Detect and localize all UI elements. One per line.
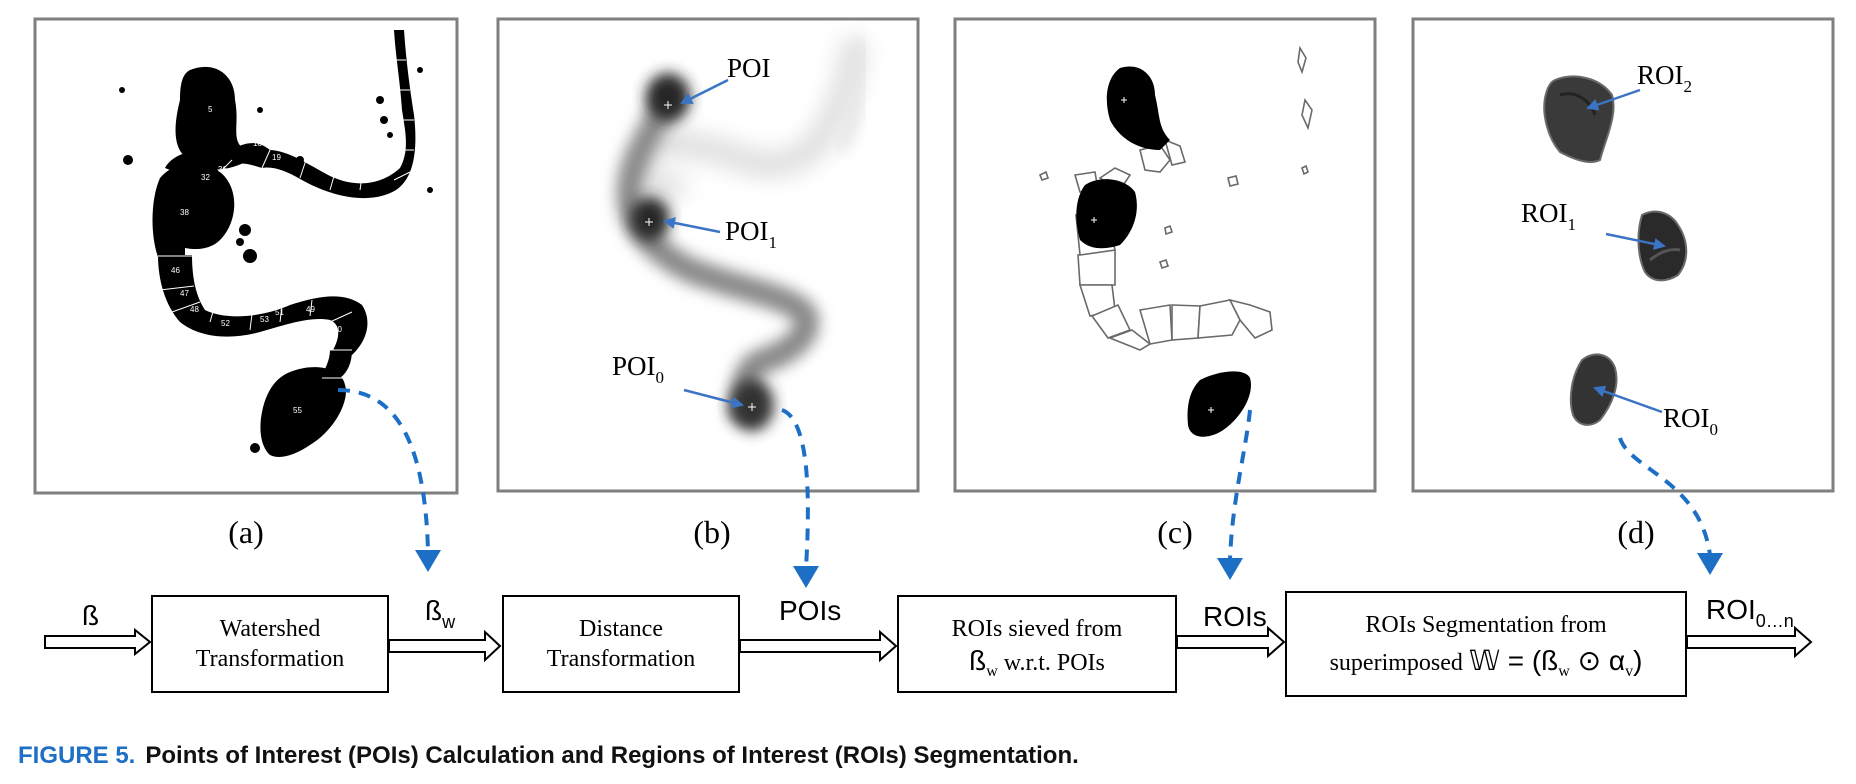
pipeline-flow: ß Watershed Transformation ßw Distance T… (44, 591, 1813, 697)
panel-d-frame (1411, 17, 1835, 493)
watershed-box-line2: Transformation (196, 646, 344, 672)
segmentation-box-line2: superimposed 𝕎 = (ßw ⊙ αv) (1330, 645, 1643, 680)
poi0-pointer-arrow (683, 388, 744, 409)
dashed-arrow-d-head (1697, 553, 1723, 575)
roi0-pointer-arrow (1593, 385, 1663, 414)
poi-label: POI (727, 53, 771, 83)
segmentation-box (1285, 591, 1687, 697)
panel-b: POI POI1 POI0 (b) (496, 17, 920, 550)
watershed-box (151, 595, 389, 693)
segment-number: 51 (275, 308, 284, 317)
figure-caption: FIGURE 5. Points of Interest (POIs) Calcu… (18, 742, 1079, 769)
watershed-segmentation-image: 5 32 36 18 19 38 46 47 48 52 53 51 49 50… (119, 30, 433, 457)
segment-number: 48 (190, 305, 199, 314)
caption: FIGURE 5. Points of Interest (POIs) Calcu… (18, 742, 1079, 769)
roi1-pointer-arrow (1605, 232, 1666, 250)
segment-number: 47 (180, 289, 189, 298)
segment-number: 46 (171, 266, 180, 275)
watershed-box-line1: Watershed (220, 616, 321, 642)
output-label: ROI0…n (1706, 594, 1794, 631)
rois-label: ROIs (1203, 601, 1267, 632)
distance-transform-image (614, 38, 866, 431)
dashed-arrow-c-head (1217, 558, 1243, 580)
segment-number: 38 (180, 208, 189, 217)
segment-number: 53 (260, 315, 269, 324)
sieve-box-line2: ßw w.r.t. POIs (969, 645, 1105, 680)
output-arrow (1686, 625, 1813, 659)
distance-box-line1: Distance (579, 616, 663, 642)
panel-a: 5 32 36 18 19 38 46 47 48 52 53 51 49 50… (33, 17, 459, 550)
caption-text: Points of Interest (POIs) Calculation an… (145, 742, 1078, 769)
sieved-rois-image (1038, 45, 1313, 437)
sieve-box (897, 595, 1177, 693)
panel-a-label: (a) (228, 514, 264, 550)
segment-number: 55 (293, 406, 302, 415)
dashed-arrow-b (781, 408, 810, 569)
caption-number: FIGURE 5. (18, 742, 135, 769)
panel-c: (c) (953, 17, 1377, 550)
pois-label: POIs (779, 595, 841, 626)
poi0-label: POI0 (612, 351, 664, 387)
panel-b-label: (b) (693, 514, 730, 550)
distance-box-line2: Transformation (547, 646, 695, 672)
dashed-arrow-b-head (793, 566, 819, 588)
segmentation-box-line1: ROIs Segmentation from (1365, 612, 1607, 638)
segment-number: 32 (201, 173, 210, 182)
pois-arrow (739, 629, 898, 663)
dashed-arrow-a-head (415, 550, 441, 572)
roi2-pointer-arrow (1586, 88, 1641, 111)
segment-number: 52 (221, 319, 230, 328)
segment-number: 19 (272, 153, 281, 162)
segment-number: 5 (208, 105, 213, 114)
roi0-label: ROI0 (1663, 403, 1718, 439)
beta-w-arrow (388, 629, 502, 663)
dashed-connectors (337, 388, 1723, 588)
panel-c-frame (953, 17, 1377, 493)
segment-number: 18 (253, 139, 262, 148)
roi1-label: ROI1 (1521, 198, 1576, 234)
sieve-box-line1: ROIs sieved from (952, 616, 1123, 642)
segment-number: 36 (218, 165, 227, 174)
input-symbol: ß (82, 600, 99, 631)
panel-c-label: (c) (1157, 514, 1193, 550)
panel-d-label: (d) (1617, 514, 1654, 550)
dashed-arrow-c (1228, 409, 1252, 561)
panel-d: ROI2 ROI1 ROI0 (d) (1411, 17, 1835, 550)
poi1-pointer-arrow (663, 217, 721, 234)
input-arrow (44, 627, 152, 657)
dashed-arrow-a (337, 388, 430, 551)
poi-pointer-arrow (680, 78, 729, 105)
roi2-label: ROI2 (1637, 60, 1692, 96)
beta-w-label: ßw (425, 595, 456, 632)
segment-number: 49 (306, 305, 315, 314)
distance-box (502, 595, 740, 693)
rois-arrow (1176, 625, 1286, 659)
segment-number: 50 (333, 325, 342, 334)
dashed-arrow-d (1618, 437, 1712, 556)
poi1-label: POI1 (725, 216, 777, 252)
